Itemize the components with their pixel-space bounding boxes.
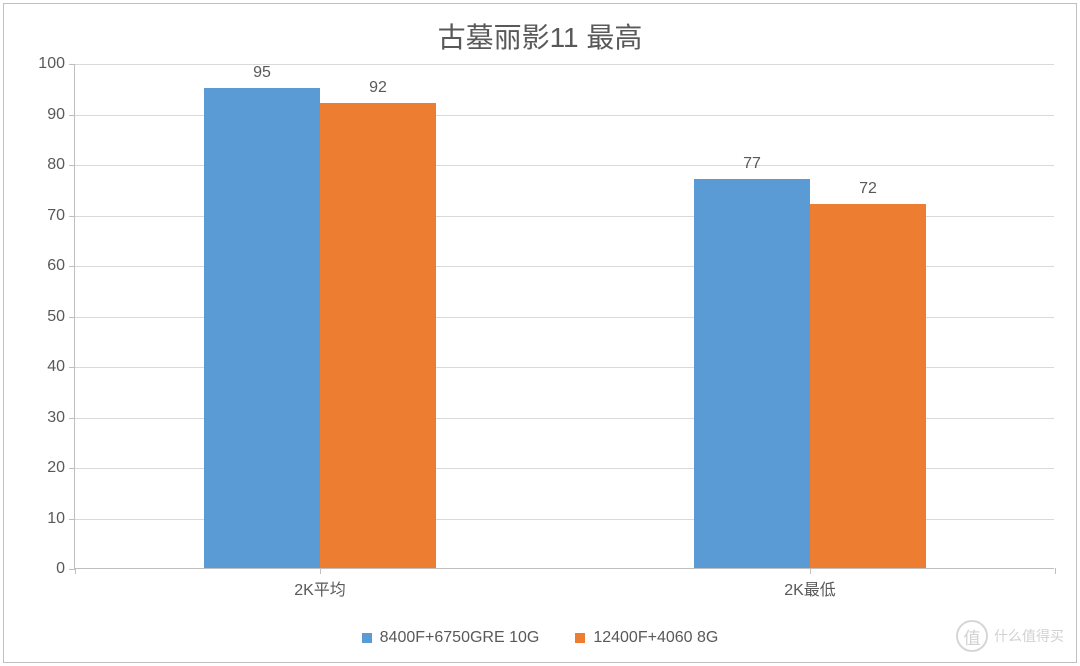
gridline xyxy=(75,64,1054,65)
watermark: 值 什么值得买 xyxy=(956,620,1064,652)
ytick-label: 0 xyxy=(56,560,65,578)
legend-label: 12400F+4060 8G xyxy=(593,629,718,647)
bar: 77 xyxy=(694,179,810,568)
xtick-mark xyxy=(320,568,321,574)
ytick-mark xyxy=(69,115,75,116)
ytick-mark xyxy=(69,165,75,166)
xtick-label: 2K平均 xyxy=(294,576,346,600)
ytick-label: 40 xyxy=(47,358,65,376)
legend-item: 12400F+4060 8G xyxy=(575,629,718,647)
ytick-mark xyxy=(69,468,75,469)
bar: 92 xyxy=(320,103,436,568)
legend-label: 8400F+6750GRE 10G xyxy=(380,629,540,647)
bar: 95 xyxy=(204,88,320,568)
ytick-mark xyxy=(69,64,75,65)
xtick-mark xyxy=(75,568,76,574)
ytick-label: 80 xyxy=(47,156,65,174)
ytick-mark xyxy=(69,317,75,318)
chart-title: 古墓丽影11 最高 xyxy=(4,4,1076,56)
plot-area: 01020304050607080901002K平均95922K最低7772 xyxy=(74,64,1054,569)
bar-value-label: 77 xyxy=(743,155,761,173)
ytick-mark xyxy=(69,266,75,267)
ytick-mark xyxy=(69,367,75,368)
bar: 72 xyxy=(810,204,926,568)
plot-grid: 01020304050607080901002K平均95922K最低7772 xyxy=(74,64,1054,569)
xtick-label: 2K最低 xyxy=(784,576,836,600)
bar-value-label: 95 xyxy=(253,64,271,82)
legend-item: 8400F+6750GRE 10G xyxy=(362,629,540,647)
ytick-label: 20 xyxy=(47,459,65,477)
legend-swatch-icon xyxy=(362,633,372,643)
xtick-mark xyxy=(1055,568,1056,574)
ytick-mark xyxy=(69,216,75,217)
ytick-label: 30 xyxy=(47,409,65,427)
legend: 8400F+6750GRE 10G 12400F+4060 8G xyxy=(4,629,1076,648)
ytick-mark xyxy=(69,418,75,419)
ytick-label: 10 xyxy=(47,510,65,528)
chart-frame: 古墓丽影11 最高 01020304050607080901002K平均9592… xyxy=(3,3,1077,663)
xtick-mark xyxy=(810,568,811,574)
ytick-label: 50 xyxy=(47,308,65,326)
watermark-badge-icon: 值 xyxy=(956,620,988,652)
watermark-text: 什么值得买 xyxy=(994,626,1064,646)
ytick-label: 60 xyxy=(47,257,65,275)
bar-value-label: 92 xyxy=(369,79,387,97)
legend-swatch-icon xyxy=(575,633,585,643)
ytick-label: 100 xyxy=(38,55,65,73)
ytick-label: 70 xyxy=(47,207,65,225)
ytick-mark xyxy=(69,519,75,520)
ytick-label: 90 xyxy=(47,106,65,124)
bar-value-label: 72 xyxy=(859,180,877,198)
